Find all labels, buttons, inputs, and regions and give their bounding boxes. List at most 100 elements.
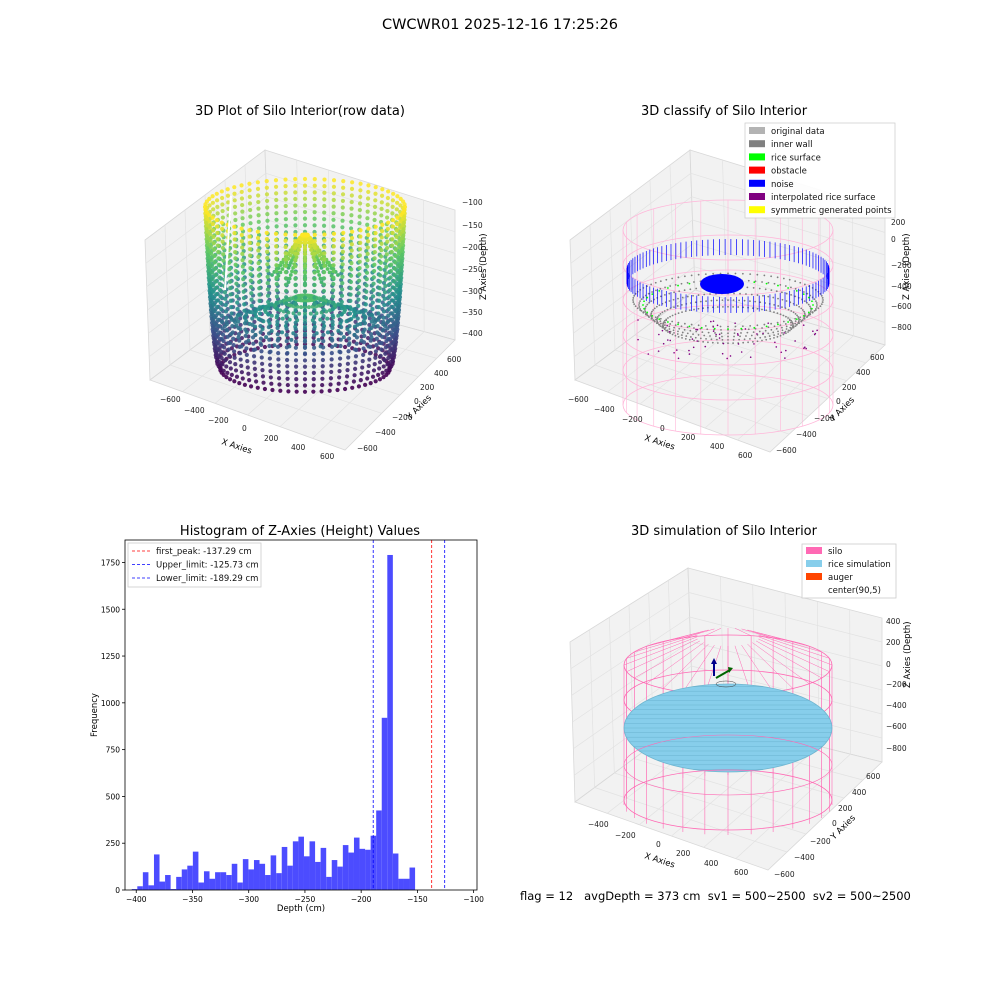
raw-point <box>274 275 279 280</box>
raw-x-ticks: −600 −400 −200 0 200 400 600 <box>160 395 335 461</box>
raw-point <box>274 224 279 229</box>
raw-point <box>325 330 330 335</box>
raw-point <box>312 308 317 313</box>
raw-point <box>232 379 237 384</box>
inner-wall-point <box>817 307 820 310</box>
raw-point <box>386 307 391 312</box>
raw-point <box>331 211 336 216</box>
raw-point <box>250 328 255 334</box>
legend-label: auger <box>828 573 853 583</box>
inner-wall-point <box>659 287 662 290</box>
raw-point <box>378 266 383 272</box>
raw-point <box>226 347 231 352</box>
inner-wall-point <box>794 317 797 320</box>
interpolated-point <box>691 338 694 340</box>
inner-wall-point <box>663 328 666 331</box>
tick: −200 <box>615 831 636 840</box>
rice-surface-point <box>677 284 679 287</box>
inner-wall-point <box>785 315 787 318</box>
inner-wall-point <box>803 283 806 286</box>
raw-point <box>238 357 243 362</box>
tick: −200 <box>462 243 483 252</box>
raw-point <box>321 276 327 281</box>
raw-point <box>329 363 334 368</box>
histogram-bar <box>165 875 171 890</box>
inner-wall-point <box>775 290 778 293</box>
silo-roof-line <box>756 632 822 653</box>
raw-point <box>239 363 244 368</box>
rice-surface-point <box>787 321 790 323</box>
raw-point <box>293 358 299 363</box>
inner-wall-point <box>773 311 775 314</box>
raw-point <box>384 332 390 337</box>
tick: −800 <box>891 323 912 332</box>
inner-wall-point <box>734 328 736 331</box>
inner-wall-point <box>791 322 794 325</box>
inner-wall-point <box>674 313 677 316</box>
inner-wall-point <box>809 305 811 308</box>
inner-wall-point <box>674 324 677 327</box>
raw-point <box>383 345 388 350</box>
interpolated-point <box>669 339 672 342</box>
raw-point <box>366 189 371 195</box>
raw-point <box>302 320 308 325</box>
raw-point <box>245 365 250 370</box>
raw-point <box>322 238 327 243</box>
histogram-bar <box>170 889 177 890</box>
inner-wall-point <box>752 286 755 289</box>
raw-point <box>252 360 257 365</box>
inner-wall-point <box>677 321 680 324</box>
tick: −200 <box>814 414 835 423</box>
raw-point <box>363 314 368 320</box>
raw-point <box>287 317 292 322</box>
legend-label: noise <box>771 180 794 190</box>
inner-wall-point <box>642 311 645 314</box>
raw-point <box>349 206 354 211</box>
tick: 0 <box>242 424 247 433</box>
raw-point <box>387 288 392 293</box>
raw-point <box>321 339 326 344</box>
raw-point <box>225 193 231 198</box>
raw-point <box>239 196 245 201</box>
raw-point <box>240 264 245 269</box>
silo-roof-line <box>752 631 810 647</box>
raw-point <box>293 276 298 281</box>
raw-point <box>390 304 395 310</box>
raw-point <box>285 364 290 369</box>
raw-point <box>283 238 288 243</box>
raw-point <box>223 309 229 314</box>
raw-point <box>302 358 308 363</box>
x-tick-label: −250 <box>295 895 316 904</box>
inner-wall-point <box>632 297 635 299</box>
raw-point <box>230 330 235 335</box>
raw-point-cloud <box>202 176 408 394</box>
classify-x-ticks: −600 −400 −200 0 200 400 600 <box>568 395 753 460</box>
histogram-chart: −400 −350 −300 −250 −200 −150 −100 02505007501… <box>90 539 484 914</box>
histogram-bar <box>326 876 332 890</box>
raw-point <box>223 358 228 363</box>
raw-point <box>247 228 252 233</box>
interpolated-point <box>667 339 669 341</box>
raw-point <box>250 316 255 321</box>
raw-point <box>270 273 274 277</box>
tick: −600 <box>357 444 378 453</box>
raw-point <box>273 178 279 183</box>
inner-wall-point <box>806 292 809 295</box>
raw-point <box>356 297 361 302</box>
rice-surface-point <box>812 304 814 306</box>
raw-point <box>322 244 327 250</box>
inner-wall-point <box>815 306 818 308</box>
inner-wall-point <box>732 342 734 345</box>
tick: −600 <box>774 870 795 879</box>
inner-wall-point <box>787 308 790 311</box>
rice-surface-point <box>802 293 805 296</box>
raw-point <box>251 347 256 353</box>
raw-point <box>368 380 373 386</box>
inner-wall-point <box>777 305 780 307</box>
raw-point <box>293 282 298 288</box>
raw-point <box>284 313 289 319</box>
inner-wall-point <box>709 293 711 295</box>
legend-swatch <box>749 166 765 174</box>
inner-wall-point <box>654 316 657 319</box>
raw-point <box>256 226 262 231</box>
